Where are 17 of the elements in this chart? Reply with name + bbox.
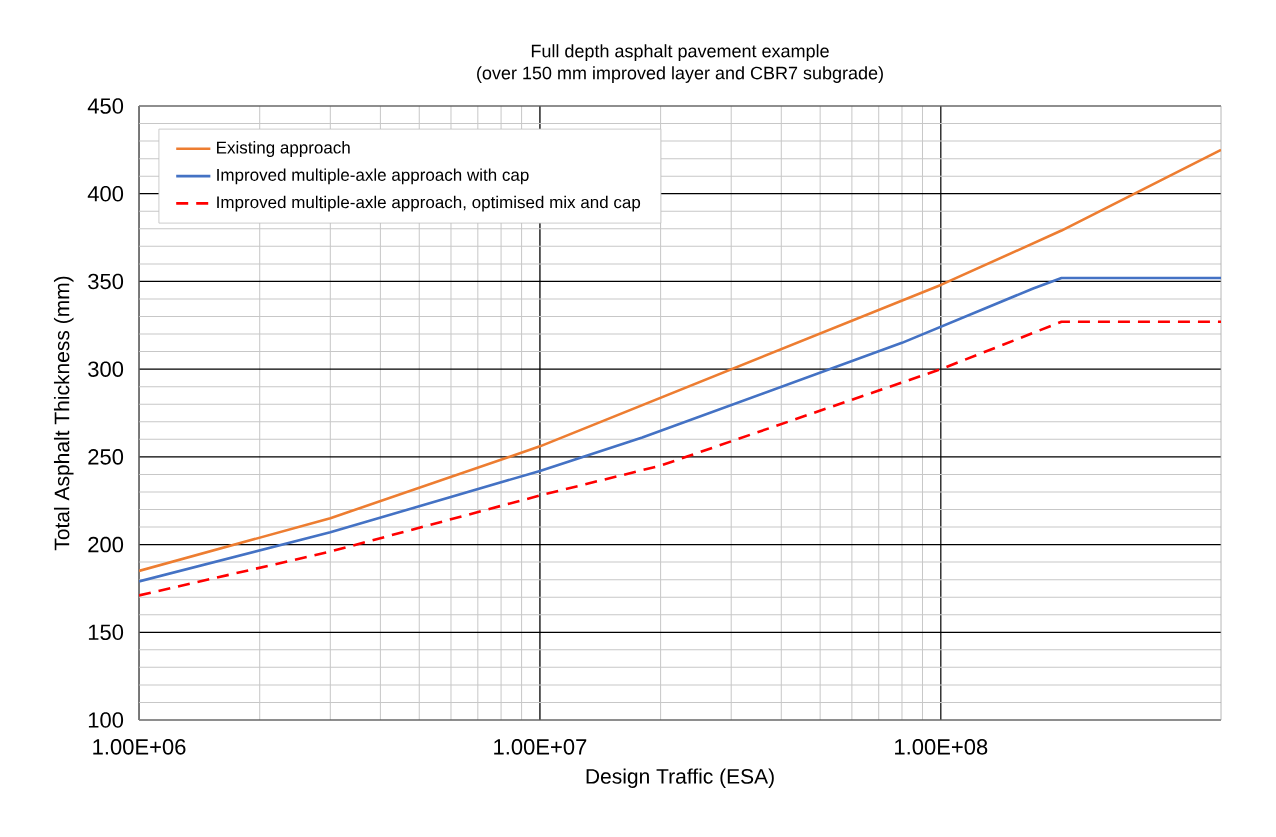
y-tick-label: 250: [88, 449, 124, 465]
x-axis-title: Design Traffic (ESA): [586, 768, 774, 788]
y-tick-label: 200: [88, 536, 124, 553]
legend-label: Improved multiple-axle approach with cap: [217, 168, 529, 185]
y-tick-label: 450: [87, 98, 124, 114]
legend-label: Improved multiple-axle approach, optimised mix and cap: [217, 195, 641, 212]
y-tick-label: 150: [88, 624, 124, 641]
y-tick-label: 350: [88, 273, 124, 290]
legend-label: Existing approach: [217, 141, 350, 157]
y-tick-label: 300: [88, 361, 124, 377]
chart-title: Full depth asphalt pavement example (over 150 mm improved layer and CBR7 subgrade): [477, 44, 883, 83]
x-tick-label: 1.00E+06: [93, 739, 186, 755]
y-tick-label: 100: [88, 712, 124, 728]
x-tick-label: 1.00E+08: [895, 739, 988, 755]
y-tick-label: 400: [87, 185, 124, 202]
x-tick-label: 1.00E+07: [494, 739, 587, 755]
y-axis-title: Total Asphalt Thickness (mm): [53, 276, 74, 551]
